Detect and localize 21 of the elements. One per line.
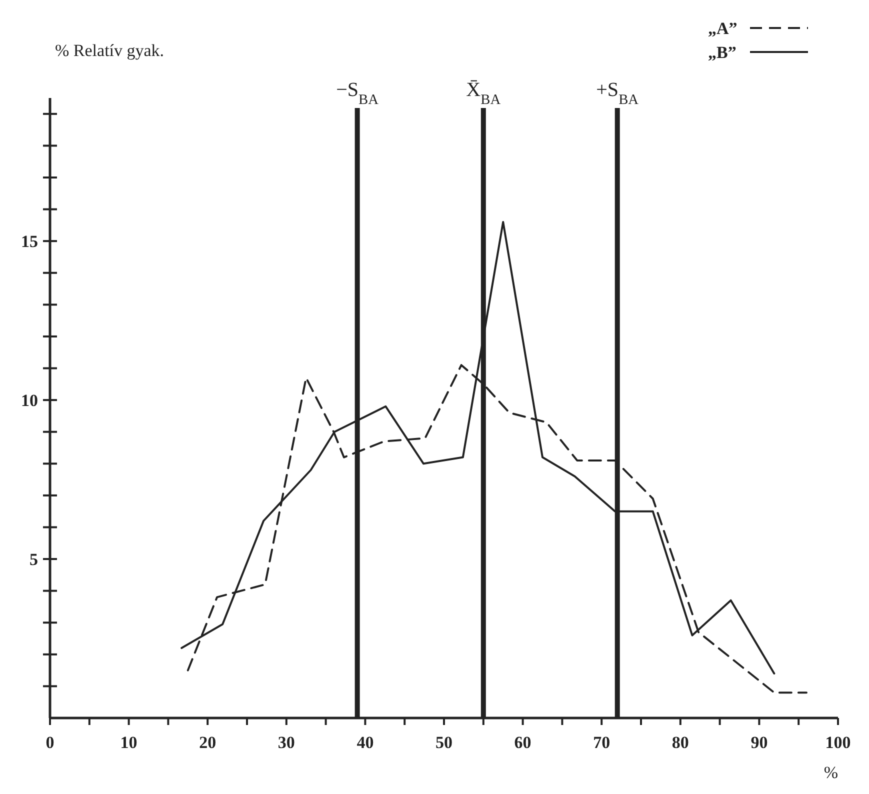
x-tick-label: 20 [199,733,216,752]
x-tick-label: 80 [672,733,689,752]
y-tick-label: 5 [30,550,38,570]
ref-line-label: X̄$_{BA}$ [466,79,502,108]
y-tick-label: 15 [21,232,38,252]
x-tick-label: 10 [120,733,138,752]
x-tick-label: 70 [593,733,610,752]
x-tick-label: 100 [825,733,851,752]
legend-label: „A” [708,19,738,38]
ref-line-label: +S$_{BA}$ [596,79,640,108]
legend-label: „B” [708,43,736,62]
y-tick-label: 10 [21,391,38,410]
x-tick-label: 30 [278,733,295,752]
x-tick-label: 90 [750,733,768,752]
x-tick-label: 60 [514,733,532,752]
y-axis-title: % Relatív gyak. [55,41,164,60]
x-tick-label: 50 [436,733,452,752]
x-tick-label: 0 [46,733,54,752]
x-tick-label: 40 [356,733,374,752]
ref-line-label: −S$_{BA}$ [336,79,380,108]
x-axis-title: % [824,763,838,782]
